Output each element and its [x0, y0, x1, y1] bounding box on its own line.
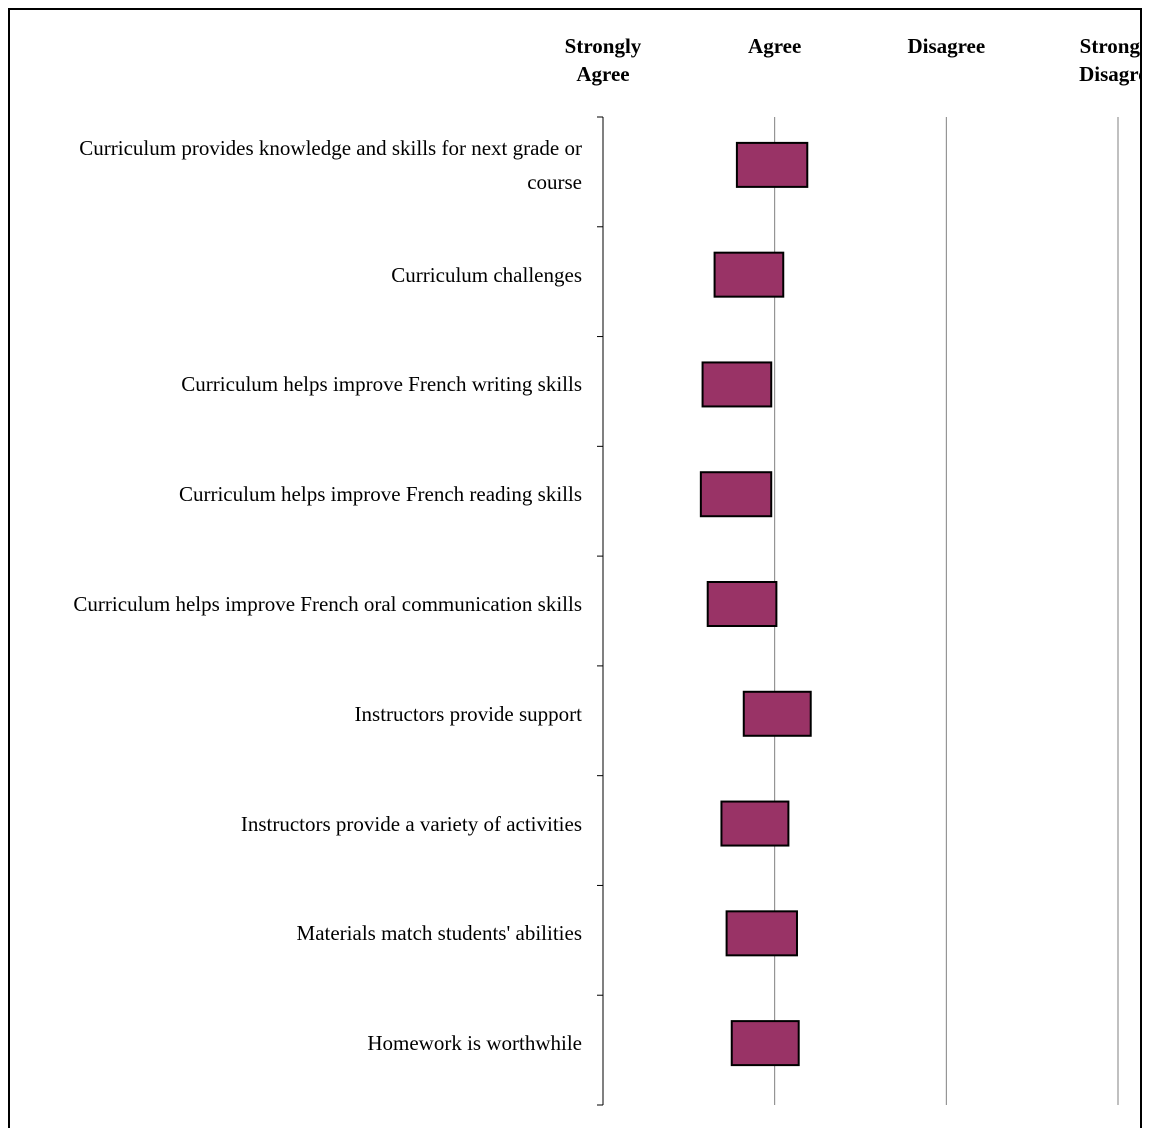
category-label: Curriculum challenges: [391, 262, 582, 287]
category-label: Curriculum helps improve French writing …: [181, 372, 582, 397]
x-tick-label: Agree: [748, 34, 802, 58]
bar: [701, 361, 773, 408]
bar: [725, 910, 798, 957]
x-tick-label: Strongly Disagree: [1079, 34, 1140, 86]
category-label: Instructors provide support: [354, 701, 582, 726]
bar: [742, 690, 812, 737]
bar: [730, 1020, 800, 1067]
category-label: Curriculum helps improve French reading …: [178, 482, 582, 507]
bar: [735, 141, 809, 188]
chart-frame: Strongly Agree Agree Disagree Strongly Disa…: [8, 8, 1142, 1128]
bar: [706, 581, 778, 627]
bar: [720, 800, 790, 847]
bar: [699, 471, 773, 518]
category-label: Curriculum provides knowledge and skills…: [79, 135, 582, 194]
chart: [597, 116, 1119, 1106]
category-label: Curriculum helps improve French oral com…: [73, 592, 582, 616]
x-tick-label: Strongly Agree: [564, 34, 642, 86]
category-label: Materials match students' abilities: [296, 921, 582, 946]
category-label: Instructors provide a variety of activit…: [240, 811, 582, 836]
category-label: Homework is worthwhile: [367, 1031, 582, 1056]
x-tick-label: Disagree: [907, 34, 986, 58]
bar: [713, 251, 785, 298]
